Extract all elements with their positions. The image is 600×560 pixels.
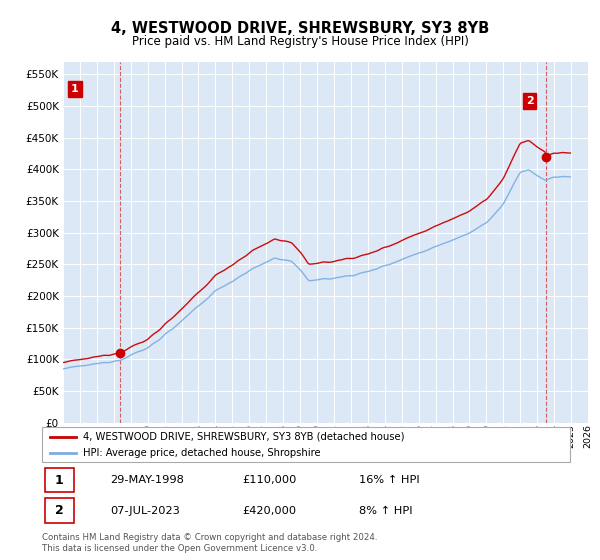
Text: £420,000: £420,000 xyxy=(242,506,297,516)
Text: Contains HM Land Registry data © Crown copyright and database right 2024.
This d: Contains HM Land Registry data © Crown c… xyxy=(42,533,377,553)
Text: 8% ↑ HPI: 8% ↑ HPI xyxy=(359,506,412,516)
Text: 4, WESTWOOD DRIVE, SHREWSBURY, SY3 8YB (detached house): 4, WESTWOOD DRIVE, SHREWSBURY, SY3 8YB (… xyxy=(83,432,404,442)
Text: 2: 2 xyxy=(55,504,63,517)
Text: 1: 1 xyxy=(55,474,63,487)
Text: 16% ↑ HPI: 16% ↑ HPI xyxy=(359,475,419,486)
Text: 2: 2 xyxy=(526,96,533,106)
Text: 29-MAY-1998: 29-MAY-1998 xyxy=(110,475,185,486)
FancyBboxPatch shape xyxy=(42,427,570,462)
Text: 4, WESTWOOD DRIVE, SHREWSBURY, SY3 8YB: 4, WESTWOOD DRIVE, SHREWSBURY, SY3 8YB xyxy=(111,21,489,36)
Text: 1: 1 xyxy=(71,84,79,94)
FancyBboxPatch shape xyxy=(44,498,74,523)
Text: 07-JUL-2023: 07-JUL-2023 xyxy=(110,506,181,516)
Text: Price paid vs. HM Land Registry's House Price Index (HPI): Price paid vs. HM Land Registry's House … xyxy=(131,35,469,48)
Text: £110,000: £110,000 xyxy=(242,475,297,486)
Text: HPI: Average price, detached house, Shropshire: HPI: Average price, detached house, Shro… xyxy=(83,447,321,458)
FancyBboxPatch shape xyxy=(44,468,74,492)
